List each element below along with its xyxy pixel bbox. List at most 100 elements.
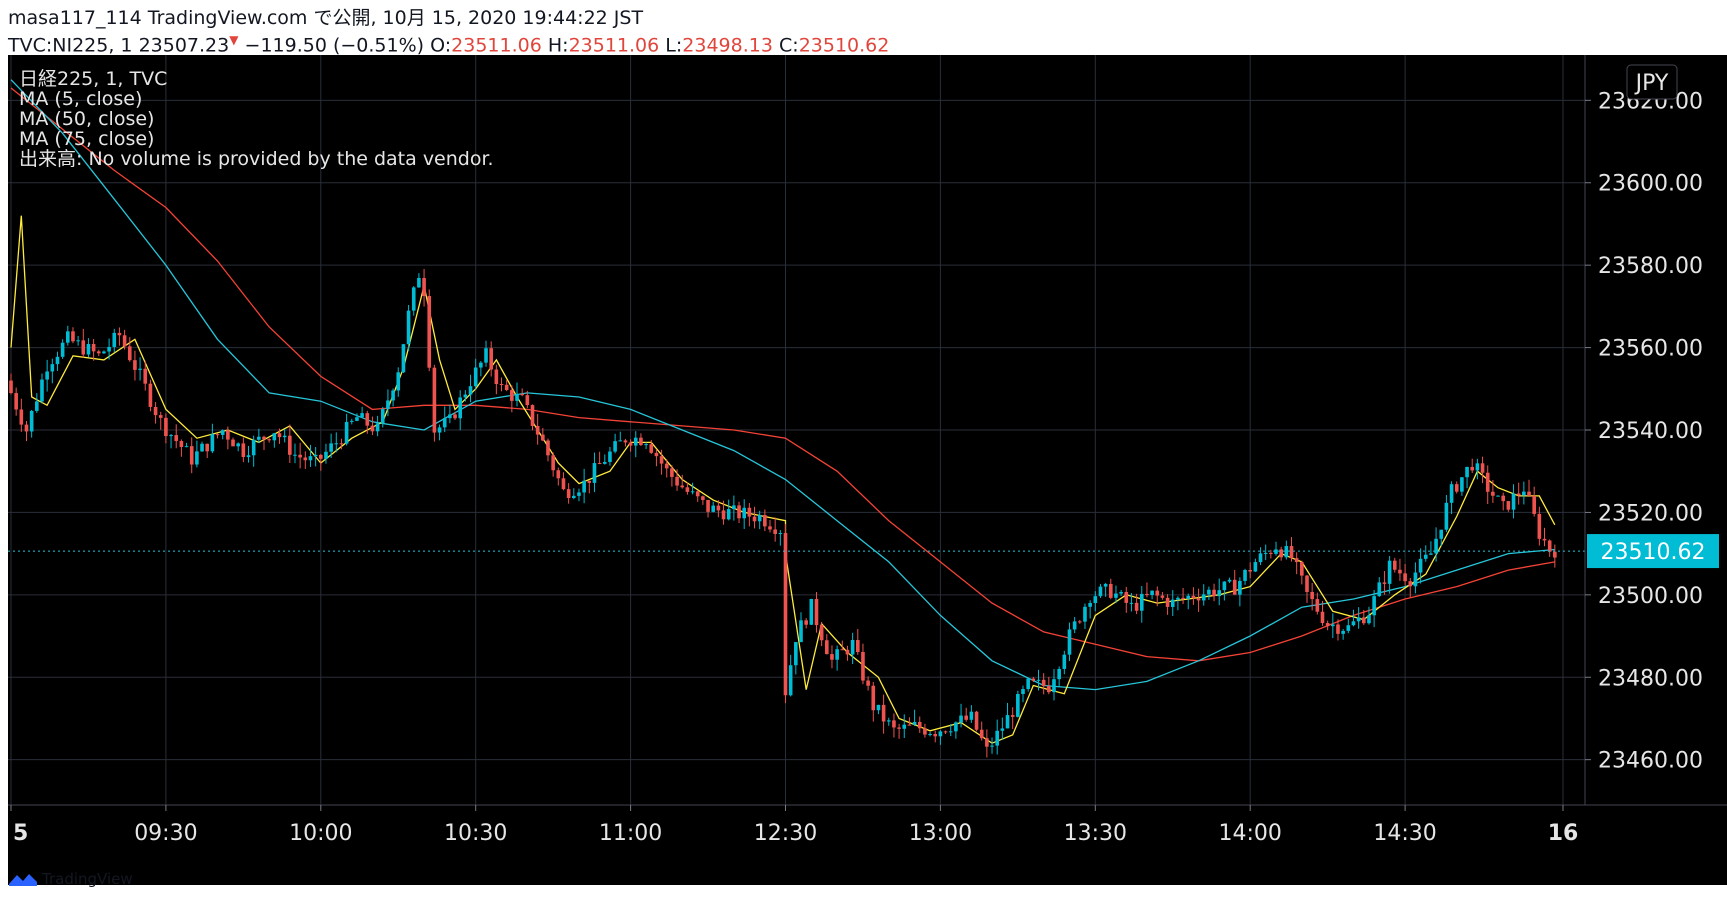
candle-body — [633, 437, 638, 446]
grid — [8, 55, 1585, 805]
candle-body — [639, 437, 643, 446]
legend-entry: 日経225, 1, TVC — [19, 68, 167, 90]
candle-body — [814, 598, 819, 626]
down-triangle-icon: ▼ — [229, 33, 239, 47]
candle-body — [1036, 679, 1041, 681]
time-tick-label: 09:30 — [134, 821, 197, 846]
candle-body — [1083, 606, 1087, 622]
candle-body — [964, 715, 969, 720]
candle-body — [1475, 463, 1480, 471]
candle-body — [1139, 593, 1144, 611]
candle-body — [928, 734, 932, 736]
candle-body — [845, 649, 850, 655]
candle-body — [1274, 549, 1278, 554]
candle-body — [1527, 491, 1531, 496]
candle-body — [282, 435, 287, 438]
candle-body — [380, 409, 385, 424]
time-axis[interactable]: 5 09:30 10:00 10:30 11:00 12:30 13:00 13:30 14:0… — [10, 805, 1578, 846]
candle-body — [251, 439, 256, 456]
candle-body — [1439, 529, 1444, 539]
legend-entry: MA (50, close) — [19, 108, 154, 130]
candle-body — [200, 443, 204, 452]
tradingview-logo-icon — [9, 874, 37, 886]
candle-body — [1496, 495, 1500, 497]
candle-body — [1057, 668, 1061, 680]
candle-body — [9, 380, 13, 394]
candle-body — [339, 443, 344, 445]
price-tick-label: 23540.00 — [1598, 419, 1703, 444]
high-value: 23511.06 — [568, 34, 660, 57]
candle-body — [1444, 502, 1449, 530]
candle-body — [1176, 597, 1180, 600]
open-label: O: — [430, 34, 452, 57]
price-tick-label: 23560.00 — [1598, 337, 1703, 362]
candle-body — [86, 343, 91, 355]
candle-body — [375, 423, 380, 432]
time-tick-label: 14:30 — [1373, 821, 1436, 846]
price-change: −119.50 (−0.51%) — [244, 34, 425, 57]
candle-body — [1506, 501, 1511, 510]
candle-body — [324, 451, 328, 459]
footer-brand[interactable]: TradingView — [8, 870, 133, 888]
candle-body — [1160, 595, 1165, 598]
candle-body — [783, 533, 788, 696]
candle-body — [1356, 617, 1361, 622]
candle-body — [1434, 538, 1438, 554]
candle-body — [1016, 694, 1020, 717]
candle-body — [45, 371, 49, 380]
candle-body — [737, 505, 741, 519]
candle-body — [1542, 538, 1547, 541]
candle-body — [107, 346, 111, 352]
price-tick-label: 23480.00 — [1598, 666, 1703, 691]
candle-body — [613, 441, 617, 452]
candle-body — [1186, 595, 1191, 599]
candle-body — [675, 476, 679, 486]
candle-body — [262, 436, 266, 440]
candle-body — [1227, 579, 1232, 582]
candle-body — [1124, 592, 1129, 603]
candle-body — [463, 394, 468, 398]
candle-body — [19, 409, 24, 425]
candle-body — [246, 455, 251, 458]
price-axis[interactable]: 23620.0023600.0023580.0023560.0023540.00… — [1585, 89, 1703, 774]
footer-brand-text: TradingView — [42, 870, 133, 888]
candle-body — [1052, 679, 1056, 693]
ma75-line — [10, 87, 1555, 662]
candle-body — [726, 509, 731, 520]
candle-body — [1470, 466, 1475, 471]
candle-body — [499, 384, 504, 386]
candle-body — [515, 393, 519, 401]
candle-body — [1532, 495, 1536, 514]
candle-body — [1423, 554, 1428, 559]
candle-body — [1310, 591, 1314, 600]
candle-body — [411, 287, 416, 311]
candle-body — [164, 417, 168, 437]
time-tick-label: 5 — [13, 821, 28, 846]
candle-body — [370, 425, 375, 432]
candle-body — [184, 446, 189, 448]
candle-body — [504, 384, 509, 391]
candle-body — [1465, 466, 1469, 478]
candle-body — [1010, 715, 1015, 717]
candle-body — [14, 393, 18, 410]
currency-button[interactable]: JPY — [1626, 64, 1678, 100]
candle-body — [1155, 590, 1160, 596]
ma50-line — [10, 79, 1555, 691]
candle-body — [91, 343, 96, 352]
candle-body — [50, 364, 55, 372]
symbol-label: TVC:NI225, 1 — [8, 34, 133, 57]
candle-body — [763, 515, 767, 527]
candle-body — [231, 439, 235, 447]
candle-body — [582, 480, 586, 493]
candle-body — [541, 434, 545, 441]
candle-body — [210, 434, 215, 452]
candle-body — [473, 367, 478, 387]
candle-body — [1196, 598, 1201, 601]
current-price: 23507.23 — [138, 34, 230, 57]
candle-body — [850, 640, 855, 655]
candle-body — [241, 443, 246, 458]
candle-body — [355, 417, 359, 421]
candle-body — [494, 369, 499, 385]
